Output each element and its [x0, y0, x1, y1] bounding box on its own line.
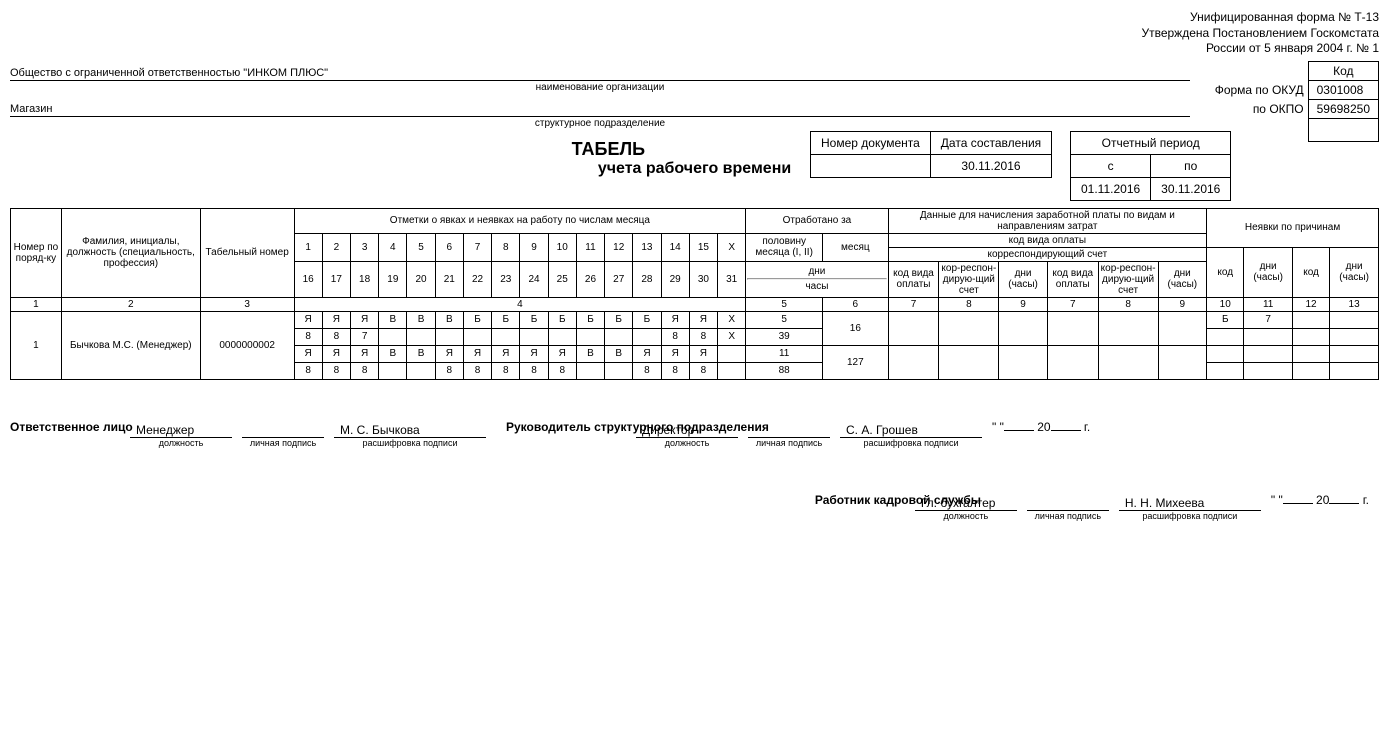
unit-name: Магазин	[10, 103, 1190, 117]
col-tabnum: Табельный номер	[200, 208, 294, 297]
p-dh2: дни (часы)	[1158, 261, 1207, 297]
d26: 26	[576, 261, 604, 297]
col-payroll: Данные для начисления заработной платы п…	[888, 208, 1207, 233]
unit-block: Магазин структурное подразделение	[10, 103, 1379, 129]
p-dh1: дни (часы)	[999, 261, 1048, 297]
d18: 18	[350, 261, 378, 297]
d12: 12	[605, 233, 633, 261]
col-marks: Отметки о явках и неявках на работу по ч…	[294, 208, 746, 233]
emp-tabnum: 0000000002	[200, 311, 294, 379]
abs-kod2: код	[1292, 247, 1329, 297]
d30: 30	[689, 261, 717, 297]
half1-days: 5	[746, 311, 823, 328]
period-to: 30.11.2016	[1151, 177, 1231, 200]
d10: 10	[548, 233, 576, 261]
form-line2: Утверждена Постановлением Госкомстата	[10, 26, 1379, 42]
col-half: половину месяца (I, II)	[746, 233, 823, 261]
d14: 14	[661, 233, 689, 261]
col-name: Фамилия, инициалы, должность (специально…	[61, 208, 200, 297]
d29: 29	[661, 261, 689, 297]
doc-num	[811, 154, 931, 177]
d1: 1	[294, 233, 322, 261]
emp-row-1a: 1 Бычкова М.С. (Менеджер) 0000000002 Я Я…	[11, 311, 1379, 328]
d8: 8	[492, 233, 520, 261]
period-from: 01.11.2016	[1071, 177, 1151, 200]
p-kor1: кор-респон-дирую-щий счет	[939, 261, 999, 297]
col-absence: Неявки по причинам	[1207, 208, 1379, 247]
month-days: 16	[823, 311, 889, 345]
d25: 25	[548, 261, 576, 297]
period-table: Отчетный период с по 01.11.2016 30.11.20…	[1070, 131, 1231, 201]
sig-responsible: Ответственное лицо Менеджердолжность лич…	[10, 420, 486, 448]
d9: 9	[520, 233, 548, 261]
d23: 23	[492, 261, 520, 297]
code-table: Код Форма по ОКУД0301008 по ОКПО59698250	[1207, 61, 1379, 142]
code-title: Код	[1308, 61, 1378, 80]
col-days-hours: дни часы	[746, 261, 888, 297]
d11: 11	[576, 233, 604, 261]
d21: 21	[435, 261, 463, 297]
col-paycode: код вида оплаты	[888, 233, 1207, 247]
d22: 22	[463, 261, 491, 297]
col-worked: Отработано за	[746, 208, 888, 233]
abs-days: 7	[1244, 311, 1293, 328]
dx: X	[718, 233, 746, 261]
p-kor2: кор-респон-дирую-щий счет	[1098, 261, 1158, 297]
doc-date: 30.11.2016	[930, 154, 1051, 177]
sig-hr: Работник кадровой службы Гл. бухгалтердо…	[815, 493, 1369, 521]
org-caption: наименование организации	[10, 82, 1190, 93]
abs-code: Б	[1207, 311, 1244, 328]
d28: 28	[633, 261, 661, 297]
form-line3: России от 5 января 2004 г. № 1	[10, 41, 1379, 57]
org-name: Общество с ограниченной ответственностью…	[10, 67, 1190, 81]
d20: 20	[407, 261, 435, 297]
doc-meta-table: Номер документа Дата составления 30.11.2…	[810, 131, 1052, 178]
abs-dh2: дни (часы)	[1330, 247, 1379, 297]
period-title: Отчетный период	[1071, 131, 1231, 154]
d16: 16	[294, 261, 322, 297]
d27: 27	[605, 261, 633, 297]
org-name-block: Общество с ограниченной ответственностью…	[10, 67, 1379, 93]
d7: 7	[463, 233, 491, 261]
half2-hours: 88	[746, 362, 823, 379]
d15: 15	[689, 233, 717, 261]
period-to-label: по	[1151, 154, 1231, 177]
p-kod2: код вида оплаты	[1047, 261, 1098, 297]
d24: 24	[520, 261, 548, 297]
emp-num: 1	[11, 311, 62, 379]
timesheet-table: Номер по поряд-ку Фамилия, инициалы, дол…	[10, 208, 1379, 380]
okud-label: Форма по ОКУД	[1207, 80, 1308, 99]
d19: 19	[379, 261, 407, 297]
col-numbers: 1 2 3 4 5 6 7 8 9 7 8 9 10 11 12 13	[11, 297, 1379, 311]
okpo-value: 59698250	[1308, 99, 1378, 118]
doc-date-label: Дата составления	[930, 131, 1051, 154]
d17: 17	[322, 261, 350, 297]
form-line1: Унифицированная форма № Т-13	[10, 10, 1379, 26]
col-acc: корреспондирующий счет	[888, 247, 1207, 261]
d2: 2	[322, 233, 350, 261]
month-hours: 127	[823, 345, 889, 379]
d13: 13	[633, 233, 661, 261]
p-kod1: код вида оплаты	[888, 261, 939, 297]
emp-name: Бычкова М.С. (Менеджер)	[61, 311, 200, 379]
period-from-label: с	[1071, 154, 1151, 177]
d3: 3	[350, 233, 378, 261]
form-header: Унифицированная форма № Т-13 Утверждена …	[10, 10, 1379, 57]
unit-caption: структурное подразделение	[10, 118, 1190, 129]
d5: 5	[407, 233, 435, 261]
sig-head: Руководитель структурного подразделения …	[506, 420, 1090, 448]
okpo-label: по ОКПО	[1207, 99, 1308, 118]
d31: 31	[718, 261, 746, 297]
okud-value: 0301008	[1308, 80, 1378, 99]
abs-kod1: код	[1207, 247, 1244, 297]
abs-dh1: дни (часы)	[1244, 247, 1293, 297]
d6: 6	[435, 233, 463, 261]
half2-days: 11	[746, 345, 823, 362]
d4: 4	[379, 233, 407, 261]
doc-num-label: Номер документа	[811, 131, 931, 154]
half1-hours: 39	[746, 328, 823, 345]
col-month: месяц	[823, 233, 889, 261]
col-num: Номер по поряд-ку	[11, 208, 62, 297]
